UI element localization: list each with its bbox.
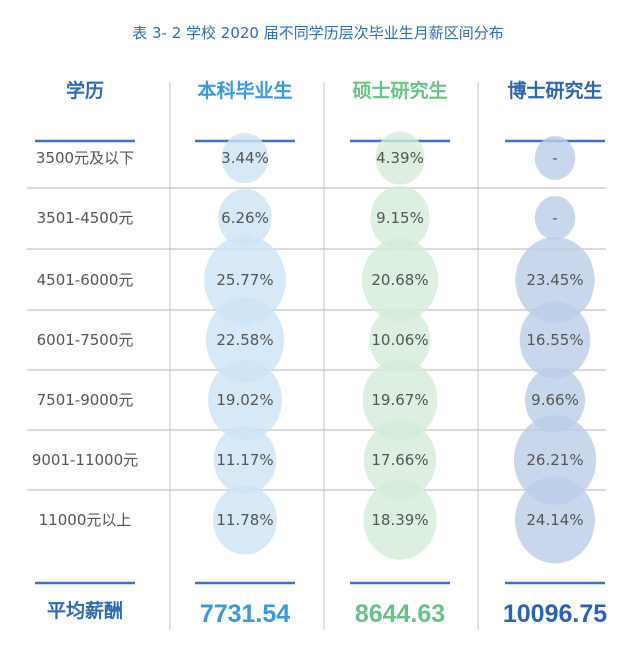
cell-value: 18.39% <box>371 511 428 529</box>
bubble-2-1 <box>534 196 576 240</box>
cell-value: 4.39% <box>376 149 424 167</box>
cell-value: 19.67% <box>371 391 428 409</box>
cell-value: 24.14% <box>526 511 583 529</box>
header-series-1: 硕士研究生 <box>352 79 447 102</box>
cell-value: 20.68% <box>371 271 428 289</box>
bubble-1-0 <box>375 131 425 185</box>
bubble-1-4 <box>362 359 438 441</box>
bubble-0-2 <box>204 235 286 325</box>
cell-value: 23.45% <box>526 271 583 289</box>
row-label: 4501-6000元 <box>37 271 134 289</box>
bubble-2-0 <box>534 136 576 180</box>
cell-value: 9.66% <box>531 391 579 409</box>
cell-value: 19.02% <box>216 391 273 409</box>
cell-value: 9.15% <box>376 209 424 227</box>
cell-value: 26.21% <box>526 451 583 469</box>
bubble-1-2 <box>362 238 438 322</box>
row-label: 9001-11000元 <box>32 451 138 469</box>
cell-value: 17.66% <box>371 451 428 469</box>
cell-value: - <box>552 209 557 227</box>
average-salary-0: 7731.54 <box>200 600 290 628</box>
bubble-0-0 <box>221 132 269 184</box>
bubble-2-4 <box>524 367 586 433</box>
cell-value: 10.06% <box>371 331 428 349</box>
chart-title: 表 3- 2 学校 2020 届不同学历层次毕业生月薪区间分布 <box>132 24 504 42</box>
cell-value: 6.26% <box>221 209 269 227</box>
cell-value: 3.44% <box>221 149 269 167</box>
bubble-2-3 <box>519 301 591 379</box>
bubble-0-5 <box>213 425 277 495</box>
average-salary-2: 10096.75 <box>503 600 607 628</box>
bubble-0-3 <box>205 297 285 383</box>
bubble-0-4 <box>208 359 282 441</box>
bubble-2-2 <box>515 236 595 324</box>
bubble-1-6 <box>363 480 437 560</box>
row-label: 3500元及以下 <box>36 149 134 167</box>
cell-value: 11.17% <box>216 451 273 469</box>
bubble-2-6 <box>514 476 596 564</box>
row-label: 11000元以上 <box>39 511 132 529</box>
row-label: 7501-9000元 <box>37 391 134 409</box>
bubble-0-6 <box>213 485 277 555</box>
bubble-2-5 <box>513 415 597 505</box>
average-salary-label: 平均薪酬 <box>47 599 123 622</box>
header-series-0: 本科毕业生 <box>197 79 292 102</box>
header-education: 学历 <box>66 79 104 102</box>
cell-value: 22.58% <box>216 331 273 349</box>
header-series-2: 博士研究生 <box>507 79 602 102</box>
average-salary-1: 8644.63 <box>355 600 445 628</box>
cell-value: - <box>552 149 557 167</box>
row-label: 3501-4500元 <box>37 209 134 227</box>
row-label: 6001-7500元 <box>37 331 134 349</box>
cell-value: 11.78% <box>216 511 273 529</box>
cell-value: 16.55% <box>526 331 583 349</box>
cell-value: 25.77% <box>216 271 273 289</box>
bubble-1-5 <box>363 420 437 500</box>
bubble-1-3 <box>369 306 431 374</box>
bubble-0-1 <box>218 188 272 248</box>
bubble-1-1 <box>370 185 430 251</box>
